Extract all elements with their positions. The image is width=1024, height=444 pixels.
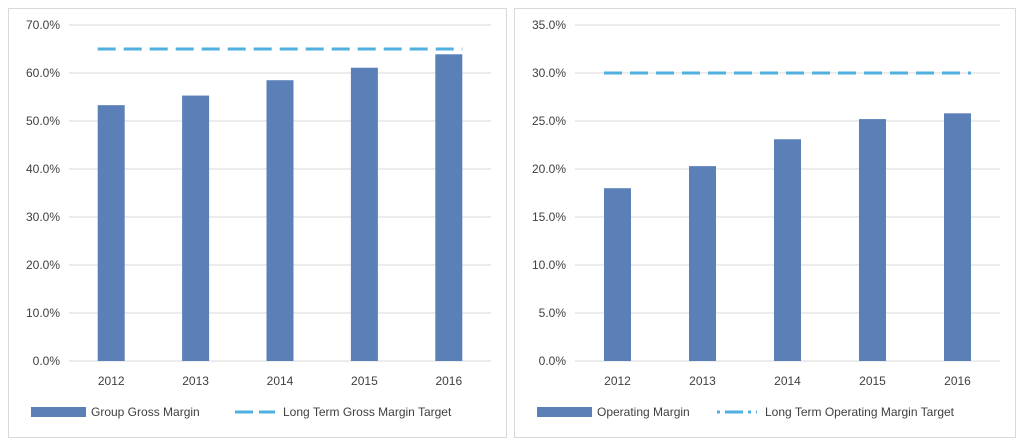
x-tick-label: 2016 [435, 374, 462, 388]
y-tick-label: 10.0% [26, 306, 60, 320]
y-tick-label: 60.0% [26, 66, 60, 80]
y-tick-label: 35.0% [532, 18, 566, 32]
bar-2014 [266, 80, 294, 361]
y-tick-label: 5.0% [539, 306, 567, 320]
gross-margin-chart: 0.0% 10.0% 20.0% 30.0% 40.0% 50.0% 60.0% 70.0% 2… [8, 8, 507, 438]
legend-label-bar: Operating Margin [597, 405, 690, 419]
bar-2015 [350, 67, 378, 361]
legend-bar-swatch [31, 407, 86, 417]
x-tick-label: 2012 [98, 374, 125, 388]
legend-label-bar: Group Gross Margin [91, 405, 200, 419]
y-tick-label: 40.0% [26, 162, 60, 176]
bar-2012 [97, 105, 125, 361]
bar-2012 [604, 188, 631, 361]
legend-label-line: Long Term Operating Margin Target [765, 405, 955, 419]
y-tick-label: 15.0% [532, 210, 566, 224]
operating-margin-chart: 0.0% 5.0% 10.0% 15.0% 20.0% 25.0% 30.0% 35.0% 20… [514, 8, 1016, 438]
x-tick-label: 2015 [859, 374, 886, 388]
x-tick-label: 2014 [774, 374, 801, 388]
x-tick-label: 2015 [351, 374, 378, 388]
x-tick-label: 2012 [604, 374, 631, 388]
y-tick-label: 25.0% [532, 114, 566, 128]
operating-margin-chart-svg: 0.0% 5.0% 10.0% 15.0% 20.0% 25.0% 30.0% 35.0% 20… [532, 18, 1000, 419]
y-tick-label: 30.0% [532, 66, 566, 80]
bar-2014 [774, 139, 801, 361]
bar-2013 [182, 95, 210, 361]
bar-2015 [859, 119, 886, 361]
gross-margin-chart-svg: 0.0% 10.0% 20.0% 30.0% 40.0% 50.0% 60.0% 70.0% 2… [26, 18, 491, 419]
x-tick-label: 2014 [267, 374, 294, 388]
legend-label-line: Long Term Gross Margin Target [283, 405, 452, 419]
y-tick-label: 0.0% [539, 354, 567, 368]
y-tick-label: 20.0% [532, 162, 566, 176]
legend-bar-swatch [537, 407, 592, 417]
x-tick-label: 2013 [182, 374, 209, 388]
y-tick-label: 20.0% [26, 258, 60, 272]
y-tick-label: 30.0% [26, 210, 60, 224]
y-tick-label: 50.0% [26, 114, 60, 128]
y-tick-label: 0.0% [33, 354, 61, 368]
bar-2016 [944, 113, 971, 361]
x-tick-label: 2013 [689, 374, 716, 388]
bar-2013 [689, 166, 716, 361]
x-tick-label: 2016 [944, 374, 971, 388]
y-tick-label: 70.0% [26, 18, 60, 32]
y-tick-label: 10.0% [532, 258, 566, 272]
bar-2016 [435, 54, 463, 361]
